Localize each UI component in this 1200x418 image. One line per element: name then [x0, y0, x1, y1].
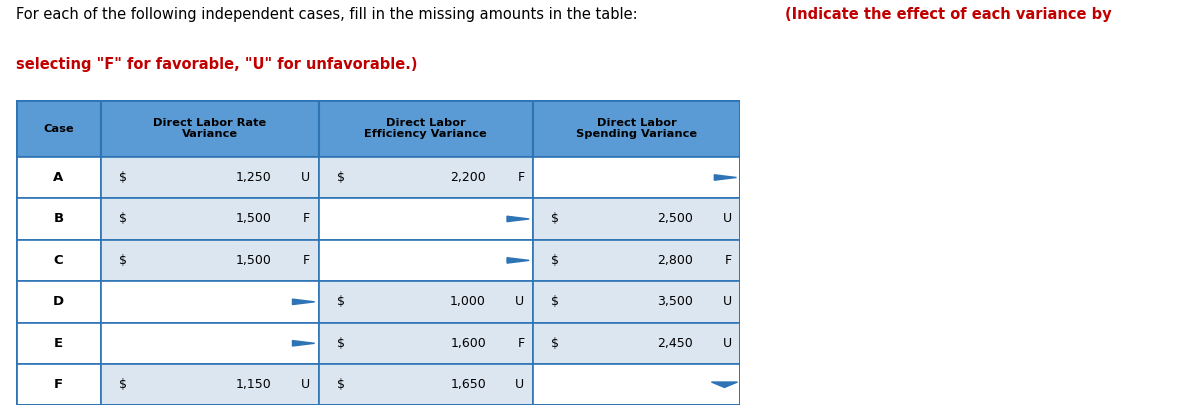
- Text: Direct Labor
Spending Variance: Direct Labor Spending Variance: [576, 118, 697, 139]
- Text: 2,200: 2,200: [450, 171, 486, 184]
- Text: $: $: [119, 212, 127, 225]
- Text: Direct Labor
Efficiency Variance: Direct Labor Efficiency Variance: [365, 118, 487, 139]
- Text: $: $: [337, 171, 344, 184]
- Text: For each of the following independent cases, fill in the missing amounts in the : For each of the following independent ca…: [16, 8, 642, 22]
- Polygon shape: [508, 216, 529, 222]
- Text: 3,500: 3,500: [658, 296, 694, 308]
- Bar: [101, 364, 318, 405]
- Bar: [16, 323, 101, 364]
- Text: (Indicate the effect of each variance by: (Indicate the effect of each variance by: [785, 8, 1111, 22]
- Text: Direct Labor Rate
Variance: Direct Labor Rate Variance: [154, 118, 266, 139]
- Text: 1,500: 1,500: [235, 254, 271, 267]
- Bar: [318, 364, 533, 405]
- Polygon shape: [508, 257, 529, 263]
- Text: 1,250: 1,250: [235, 171, 271, 184]
- Text: $: $: [551, 337, 559, 350]
- Bar: [318, 323, 533, 364]
- Text: B: B: [53, 212, 64, 225]
- Bar: [101, 157, 318, 198]
- Text: $: $: [551, 212, 559, 225]
- Bar: [533, 100, 740, 157]
- Bar: [318, 240, 533, 281]
- Polygon shape: [712, 382, 738, 387]
- Text: A: A: [53, 171, 64, 184]
- Text: $: $: [337, 337, 344, 350]
- Bar: [533, 198, 740, 240]
- Text: U: U: [722, 296, 732, 308]
- Text: 2,450: 2,450: [658, 337, 694, 350]
- Bar: [533, 240, 740, 281]
- Text: Case: Case: [43, 124, 73, 133]
- Bar: [16, 157, 101, 198]
- Bar: [101, 100, 318, 157]
- Text: F: F: [517, 337, 524, 350]
- Polygon shape: [293, 299, 314, 305]
- Text: U: U: [722, 212, 732, 225]
- Text: C: C: [54, 254, 64, 267]
- Text: $: $: [337, 378, 344, 391]
- Bar: [16, 198, 101, 240]
- Polygon shape: [293, 341, 314, 346]
- Bar: [533, 281, 740, 323]
- Bar: [16, 100, 101, 157]
- Text: selecting "F" for favorable, "U" for unfavorable.): selecting "F" for favorable, "U" for unf…: [16, 57, 418, 72]
- Text: $: $: [337, 296, 344, 308]
- Text: D: D: [53, 296, 64, 308]
- Polygon shape: [714, 175, 737, 180]
- Text: 2,800: 2,800: [658, 254, 694, 267]
- Bar: [16, 240, 101, 281]
- Text: $: $: [551, 296, 559, 308]
- Text: U: U: [515, 296, 524, 308]
- Bar: [533, 157, 740, 198]
- Bar: [101, 240, 318, 281]
- Bar: [101, 281, 318, 323]
- Bar: [318, 157, 533, 198]
- Text: F: F: [725, 254, 732, 267]
- Bar: [533, 323, 740, 364]
- Text: E: E: [54, 337, 62, 350]
- Bar: [16, 281, 101, 323]
- Text: F: F: [517, 171, 524, 184]
- Text: $: $: [119, 378, 127, 391]
- Text: $: $: [119, 171, 127, 184]
- Text: $: $: [551, 254, 559, 267]
- Text: 1,500: 1,500: [235, 212, 271, 225]
- Text: 1,000: 1,000: [450, 296, 486, 308]
- Bar: [318, 100, 533, 157]
- Bar: [16, 364, 101, 405]
- Bar: [318, 198, 533, 240]
- Text: U: U: [515, 378, 524, 391]
- Text: U: U: [722, 337, 732, 350]
- Text: U: U: [301, 171, 310, 184]
- Text: F: F: [302, 254, 310, 267]
- Bar: [318, 281, 533, 323]
- Bar: [101, 323, 318, 364]
- Text: $: $: [119, 254, 127, 267]
- Text: F: F: [54, 378, 62, 391]
- Bar: [533, 364, 740, 405]
- Text: 1,650: 1,650: [450, 378, 486, 391]
- Bar: [101, 198, 318, 240]
- Text: 1,150: 1,150: [235, 378, 271, 391]
- Text: 2,500: 2,500: [658, 212, 694, 225]
- Text: 1,600: 1,600: [450, 337, 486, 350]
- Text: U: U: [301, 378, 310, 391]
- Text: F: F: [302, 212, 310, 225]
